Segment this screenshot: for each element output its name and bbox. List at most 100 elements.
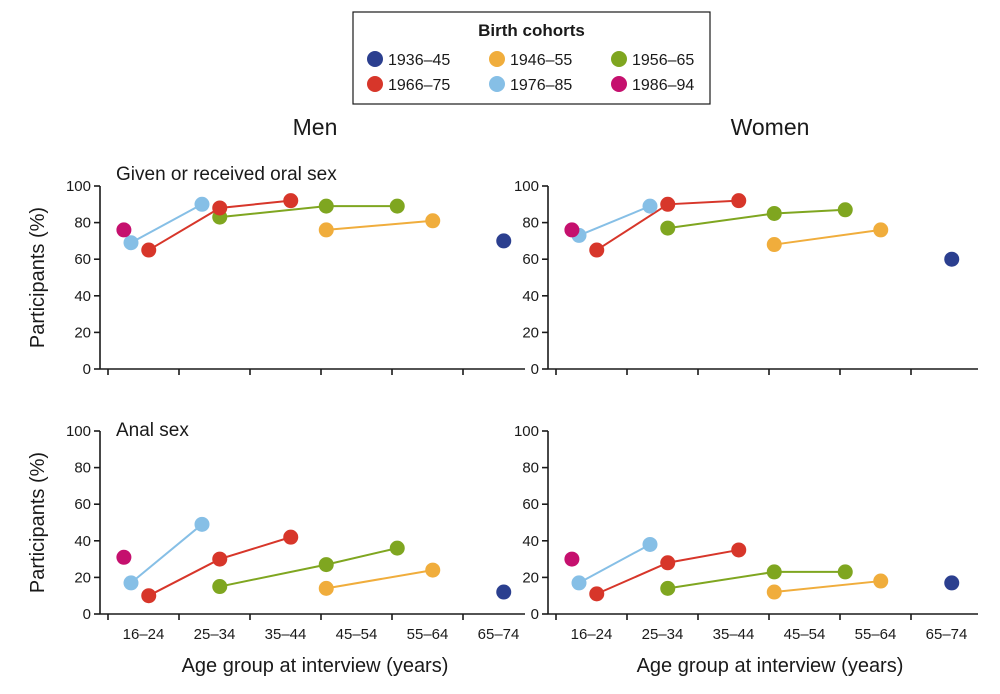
data-point-1956–65-1 xyxy=(318,198,334,214)
y-axis-title: Participants (%) xyxy=(27,452,49,593)
data-point-1976–85-0 xyxy=(123,575,139,591)
series-line-1976–85 xyxy=(130,523,203,584)
y-tick-label: 20 xyxy=(522,324,539,341)
y-tick-label: 80 xyxy=(74,215,91,232)
data-point-1986–94-0 xyxy=(564,551,580,567)
y-tick-label: 40 xyxy=(74,533,91,550)
series-line-1946–55 xyxy=(774,580,881,594)
x-tick-label: 35–44 xyxy=(713,626,755,643)
y-tick-label: 100 xyxy=(66,423,91,440)
column-title-women: Women xyxy=(731,114,810,140)
legend-marker-1956–65 xyxy=(611,51,627,67)
y-tick-label: 0 xyxy=(83,361,91,378)
legend-label: 1946–55 xyxy=(510,52,572,69)
legend-marker-1966–75 xyxy=(367,76,383,92)
y-tick-label: 60 xyxy=(522,496,539,513)
legend-title: Birth cohorts xyxy=(478,21,585,40)
y-tick-label: 80 xyxy=(522,460,539,477)
data-point-1956–65-2 xyxy=(389,540,405,556)
data-point-1986–94-0 xyxy=(564,222,580,238)
y-tick-label: 20 xyxy=(74,569,91,586)
data-point-1956–65-2 xyxy=(389,198,405,214)
y-tick-label: 20 xyxy=(522,569,539,586)
data-point-1946–55-0 xyxy=(318,580,334,596)
x-tick-label: 16–24 xyxy=(123,626,165,643)
data-point-1986–94-0 xyxy=(116,222,132,238)
series-line-1956–65 xyxy=(219,205,398,219)
data-point-1976–85-1 xyxy=(194,516,210,532)
data-point-1976–85-0 xyxy=(123,235,139,251)
y-tick-label: 0 xyxy=(531,361,539,378)
series-line-1946–55 xyxy=(774,228,881,246)
y-tick-label: 60 xyxy=(522,251,539,268)
legend-label: 1956–65 xyxy=(632,52,694,69)
data-point-1946–55-1 xyxy=(873,222,889,238)
y-tick-label: 100 xyxy=(514,178,539,195)
data-point-1956–65-1 xyxy=(766,205,782,221)
data-point-1966–75-0 xyxy=(589,586,605,602)
data-point-1946–55-0 xyxy=(318,222,334,238)
x-tick-label: 65–74 xyxy=(926,626,968,643)
y-tick-label: 60 xyxy=(74,251,91,268)
y-tick-label: 20 xyxy=(74,324,91,341)
series-line-1976–85 xyxy=(578,205,651,237)
series-line-1976–85 xyxy=(578,543,651,584)
y-tick-label: 80 xyxy=(522,215,539,232)
legend-marker-1936–45 xyxy=(367,51,383,67)
data-point-1956–65-0 xyxy=(660,580,676,596)
panel-title: Anal sex xyxy=(116,420,189,441)
data-point-1966–75-1 xyxy=(212,551,228,567)
panel-3: 0 20 40 60 80 100 16–24 25–34 35–44 45–54 55–64 65–… xyxy=(27,420,525,643)
legend-label: 1936–45 xyxy=(388,52,450,69)
panels: 0 20 40 60 80 100 Participants (%) Given or rec… xyxy=(27,164,978,643)
legend: Birth cohorts 1936–45 1946–55 1956–65 1966–… xyxy=(352,11,711,105)
series-line-1946–55 xyxy=(326,569,433,590)
data-point-1976–85-1 xyxy=(642,536,658,552)
data-point-1966–75-2 xyxy=(283,193,299,209)
x-tick-label: 55–64 xyxy=(407,626,449,643)
data-point-1936–45-0 xyxy=(496,584,512,600)
x-tick-label: 25–34 xyxy=(642,626,684,643)
series-line-1946–55 xyxy=(326,219,433,231)
x-axis-title-men: Age group at interview (years) xyxy=(182,655,449,677)
data-point-1936–45-0 xyxy=(944,251,960,267)
y-tick-label: 40 xyxy=(522,533,539,550)
legend-marker-1946–55 xyxy=(489,51,505,67)
data-point-1976–85-1 xyxy=(642,198,658,214)
x-tick-label: 45–54 xyxy=(336,626,378,643)
legend-items: 1936–45 1946–55 1956–65 1966–75 1976–85 1986–… xyxy=(367,51,694,94)
data-point-1966–75-2 xyxy=(731,193,747,209)
data-point-1956–65-2 xyxy=(837,202,853,218)
y-tick-label: 80 xyxy=(74,460,91,477)
legend-marker-1976–85 xyxy=(489,76,505,92)
data-point-1956–65-0 xyxy=(212,579,228,595)
x-tick-label: 25–34 xyxy=(194,626,236,643)
y-tick-label: 100 xyxy=(514,423,539,440)
panel-title: Given or received oral sex xyxy=(116,164,337,185)
panel-4: 0 20 40 60 80 100 16–24 25–34 35–44 45–54 55–64 65–… xyxy=(514,423,978,643)
data-point-1936–45-0 xyxy=(944,575,960,591)
legend-label: 1986–94 xyxy=(632,77,694,94)
series-line-1956–65 xyxy=(667,208,846,230)
y-tick-label: 40 xyxy=(74,288,91,305)
data-point-1946–55-1 xyxy=(873,573,889,589)
series-line-1956–65 xyxy=(667,570,846,590)
data-point-1936–45-0 xyxy=(496,233,512,249)
data-point-1956–65-0 xyxy=(660,220,676,236)
panel-1: 0 20 40 60 80 100 Participants (%) Given or rec… xyxy=(27,164,525,378)
y-tick-label: 0 xyxy=(531,606,539,623)
legend-label: 1966–75 xyxy=(388,77,450,94)
legend-box xyxy=(352,11,711,105)
data-point-1966–75-2 xyxy=(731,542,747,558)
data-point-1966–75-2 xyxy=(283,529,299,545)
data-point-1956–65-1 xyxy=(318,557,334,573)
y-tick-label: 100 xyxy=(66,178,91,195)
x-axis-title-women: Age group at interview (years) xyxy=(637,655,904,677)
data-point-1966–75-0 xyxy=(141,242,157,258)
x-tick-label: 35–44 xyxy=(265,626,307,643)
y-tick-label: 40 xyxy=(522,288,539,305)
data-point-1986–94-0 xyxy=(116,549,132,565)
data-point-1966–75-1 xyxy=(660,555,676,571)
data-point-1976–85-1 xyxy=(194,196,210,212)
data-point-1946–55-1 xyxy=(425,213,441,229)
